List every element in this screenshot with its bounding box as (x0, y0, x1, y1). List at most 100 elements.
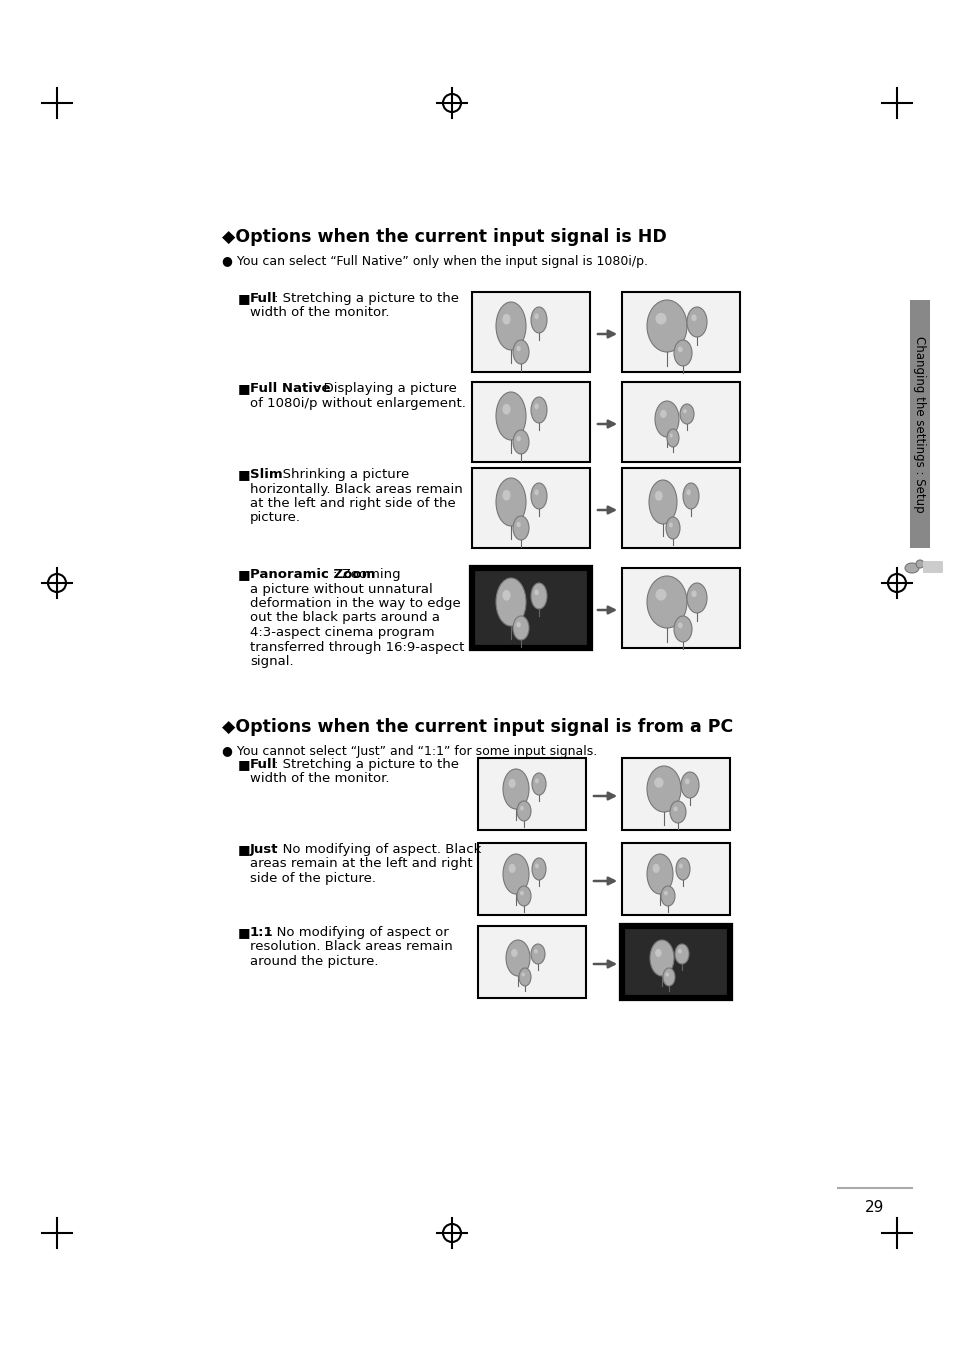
Bar (472, 292, 589, 373)
Ellipse shape (673, 340, 691, 366)
Ellipse shape (535, 864, 538, 868)
Ellipse shape (517, 801, 531, 821)
Text: width of the monitor.: width of the monitor. (250, 306, 389, 320)
Bar (477, 757, 585, 830)
Text: ■: ■ (237, 292, 251, 305)
Text: ● You cannot select “Just” and “1:1” for some input signals.: ● You cannot select “Just” and “1:1” for… (222, 745, 597, 757)
Ellipse shape (502, 590, 510, 601)
Ellipse shape (518, 968, 531, 986)
Text: a picture without unnatural: a picture without unnatural (250, 582, 433, 595)
Text: resolution. Black areas remain: resolution. Black areas remain (250, 941, 453, 953)
Ellipse shape (534, 313, 538, 320)
Ellipse shape (666, 429, 679, 447)
Ellipse shape (686, 583, 706, 613)
Text: horizontally. Black areas remain: horizontally. Black areas remain (250, 482, 462, 495)
Bar (621, 926, 729, 998)
Ellipse shape (516, 346, 520, 351)
Ellipse shape (519, 806, 523, 810)
Ellipse shape (678, 622, 682, 628)
Text: ◆Options when the current input signal is from a PC: ◆Options when the current input signal i… (222, 718, 733, 736)
Ellipse shape (513, 431, 529, 454)
Text: transferred through 16:9-aspect: transferred through 16:9-aspect (250, 640, 464, 653)
Ellipse shape (496, 392, 525, 440)
Text: : Displaying a picture: : Displaying a picture (314, 382, 456, 396)
Text: 1:1: 1:1 (250, 926, 274, 940)
Text: 29: 29 (864, 1200, 883, 1215)
Bar (472, 568, 589, 648)
Text: Slim: Slim (250, 468, 282, 481)
Ellipse shape (679, 404, 693, 424)
Text: signal.: signal. (250, 655, 294, 668)
Text: out the black parts around a: out the black parts around a (250, 612, 439, 625)
Text: ● You can select “Full Native” only when the input signal is 1080i/p.: ● You can select “Full Native” only when… (222, 255, 647, 269)
Ellipse shape (534, 590, 538, 595)
Text: ■: ■ (237, 568, 251, 580)
Ellipse shape (513, 340, 529, 364)
Ellipse shape (904, 563, 918, 572)
Ellipse shape (531, 944, 544, 964)
Bar (621, 468, 740, 548)
Ellipse shape (496, 302, 525, 350)
Ellipse shape (662, 968, 675, 986)
Ellipse shape (502, 404, 510, 414)
Text: picture.: picture. (250, 512, 301, 525)
Text: Full: Full (250, 757, 277, 771)
Ellipse shape (678, 347, 682, 352)
Ellipse shape (652, 864, 659, 873)
Ellipse shape (691, 590, 696, 597)
Ellipse shape (532, 774, 545, 795)
Ellipse shape (531, 306, 546, 333)
Ellipse shape (511, 949, 517, 957)
Ellipse shape (655, 313, 666, 324)
Ellipse shape (646, 855, 672, 894)
Text: ◆Options when the current input signal is HD: ◆Options when the current input signal i… (222, 228, 666, 246)
Text: : No modifying of aspect. Black: : No modifying of aspect. Black (274, 842, 480, 856)
Ellipse shape (534, 404, 538, 409)
Ellipse shape (668, 522, 672, 528)
Bar (621, 757, 729, 830)
Text: ■: ■ (237, 842, 251, 856)
Text: ■: ■ (237, 382, 251, 396)
Text: Full Native: Full Native (250, 382, 330, 396)
Ellipse shape (496, 478, 525, 526)
Ellipse shape (655, 949, 661, 957)
Ellipse shape (682, 483, 699, 509)
Ellipse shape (646, 300, 686, 352)
Ellipse shape (675, 944, 688, 964)
Ellipse shape (516, 622, 520, 628)
Text: : Zooming: : Zooming (333, 568, 400, 580)
Text: : Shrinking a picture: : Shrinking a picture (274, 468, 409, 481)
Ellipse shape (660, 886, 675, 906)
Text: ■: ■ (237, 926, 251, 940)
Ellipse shape (673, 806, 677, 811)
Bar (621, 568, 740, 648)
Text: 4:3-aspect cinema program: 4:3-aspect cinema program (250, 626, 435, 639)
Text: ■: ■ (237, 468, 251, 481)
Ellipse shape (669, 433, 672, 437)
Ellipse shape (505, 940, 530, 976)
Bar (472, 468, 589, 548)
Ellipse shape (679, 864, 682, 868)
Ellipse shape (654, 778, 663, 788)
Ellipse shape (680, 772, 699, 798)
Ellipse shape (655, 589, 666, 601)
Ellipse shape (685, 490, 690, 495)
Ellipse shape (648, 481, 677, 524)
Ellipse shape (531, 397, 546, 423)
Text: deformation in the way to edge: deformation in the way to edge (250, 597, 460, 610)
Ellipse shape (519, 891, 523, 895)
Ellipse shape (646, 576, 686, 628)
Ellipse shape (531, 583, 546, 609)
Ellipse shape (508, 864, 516, 873)
Ellipse shape (678, 949, 681, 953)
Bar (909, 300, 929, 548)
Text: Panoramic Zoom: Panoramic Zoom (250, 568, 375, 580)
Ellipse shape (655, 401, 679, 437)
Text: at the left and right side of the: at the left and right side of the (250, 497, 456, 510)
Text: : Stretching a picture to the: : Stretching a picture to the (274, 292, 458, 305)
Ellipse shape (508, 779, 516, 788)
Text: Full: Full (250, 292, 277, 305)
Ellipse shape (686, 306, 706, 338)
Ellipse shape (684, 779, 689, 784)
Bar (621, 292, 740, 373)
